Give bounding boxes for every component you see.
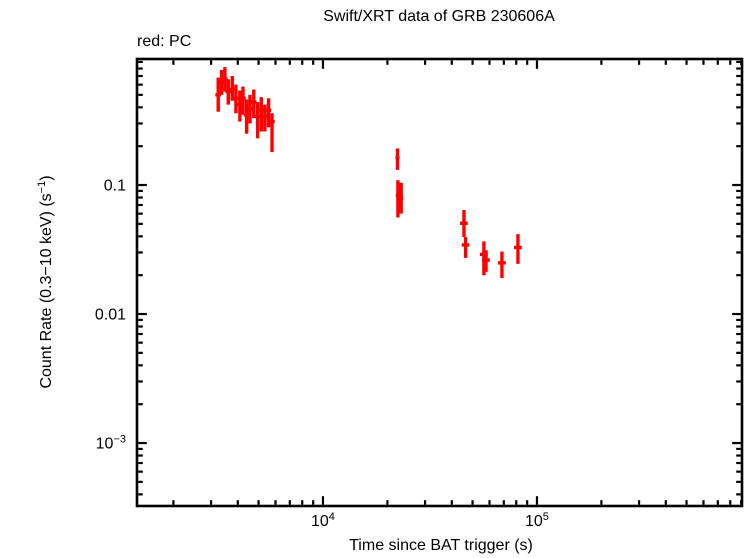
x-tick-label: 105 xyxy=(525,511,549,530)
data-point xyxy=(258,97,265,132)
x-tick-label: 104 xyxy=(311,511,335,530)
axis-tick-labels: 104 105 0.1 0.01 10−3 xyxy=(95,178,549,530)
data-point xyxy=(513,234,522,264)
legend-pc-label: red: PC xyxy=(137,33,191,50)
pc-data-series xyxy=(215,67,522,279)
x-axis-label: Time since BAT trigger (s) xyxy=(349,537,533,554)
data-point xyxy=(265,98,272,128)
frame-rect xyxy=(135,57,744,508)
data-point xyxy=(497,251,506,279)
y-tick-label: 0.01 xyxy=(95,307,126,324)
data-point xyxy=(240,86,246,115)
axis-ticks xyxy=(138,60,743,505)
data-point xyxy=(395,148,400,170)
data-point xyxy=(229,75,236,101)
plot-frame xyxy=(135,57,744,508)
data-point xyxy=(247,94,253,124)
y-axis-label: Count Rate (0.3−10 keV) (s−1) xyxy=(36,175,55,388)
data-point xyxy=(395,180,400,218)
data-point xyxy=(269,113,275,153)
y-tick-label: 10−3 xyxy=(96,434,126,453)
y-tick-label: 0.1 xyxy=(104,178,126,195)
data-point xyxy=(399,182,404,214)
data-point xyxy=(251,89,257,119)
data-point xyxy=(461,237,470,258)
data-point xyxy=(460,210,468,238)
data-point xyxy=(254,102,261,139)
data-point xyxy=(482,250,490,272)
data-point xyxy=(225,79,232,105)
plot-title: Swift/XRT data of GRB 230606A xyxy=(323,8,555,25)
data-point xyxy=(262,104,268,132)
data-point xyxy=(233,84,239,114)
